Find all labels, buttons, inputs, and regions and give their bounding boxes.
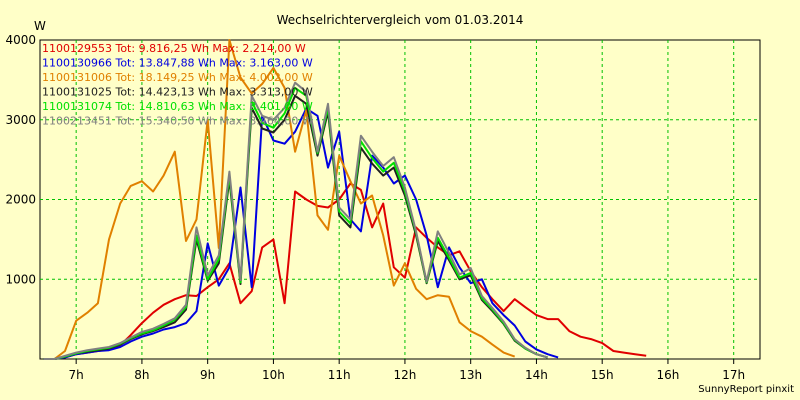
legend-entry-1100131074: 1100131074 Tot: 14.810,63 Wh Max: 3.401,… — [42, 100, 313, 113]
x-tick-label: 9h — [200, 368, 215, 382]
y-tick-label: 4000 — [5, 33, 36, 47]
series-line-1100213451 — [43, 81, 548, 360]
x-tick-label: 12h — [393, 368, 416, 382]
x-tick-label: 10h — [262, 368, 285, 382]
y-axis-ticks: 1000 2000 3000 4000 — [5, 33, 36, 286]
legend-entry-1100213451: 1100213451 Tot: 15.340,50 Wh Max: 3.464,… — [42, 115, 313, 128]
series-line-1100131006 — [43, 39, 516, 360]
x-tick-label: 14h — [525, 368, 548, 382]
x-tick-label: 17h — [722, 368, 745, 382]
legend-entry-1100131025: 1100131025 Tot: 14.423,13 Wh Max: 3.313,… — [42, 86, 313, 99]
y-tick-label: 2000 — [5, 193, 36, 207]
legend-entry-1100131006: 1100131006 Tot: 18.149,25 Wh Max: 4.002,… — [42, 71, 313, 84]
legend-entry-1100129553: 1100129553 Tot: 9.816,25 Wh Max: 2.214,0… — [42, 42, 306, 55]
series-line-1100129553 — [43, 182, 647, 360]
x-tick-label: 13h — [459, 368, 482, 382]
x-tick-label: 8h — [134, 368, 149, 382]
y-tick-label: 1000 — [5, 272, 36, 286]
x-tick-label: 7h — [69, 368, 84, 382]
y-axis-label: W — [34, 19, 46, 33]
x-axis-ticks: 7h 8h 9h 10h 11h 12h 13h 14h 15h 16h 17h — [69, 359, 745, 382]
chart-title: Wechselrichtervergleich vom 01.03.2014 — [277, 13, 524, 27]
y-tick-label: 3000 — [5, 113, 36, 127]
x-tick-label: 11h — [328, 368, 351, 382]
series-line-1100130966 — [43, 107, 559, 360]
series-group — [43, 39, 647, 360]
x-tick-label: 15h — [591, 368, 614, 382]
x-tick-label: 16h — [657, 368, 680, 382]
legend-entry-1100130966: 1100130966 Tot: 13.847,88 Wh Max: 3.163,… — [42, 57, 313, 70]
footer-credit: SunnyReport pinxit — [698, 384, 794, 395]
legend: 1100129553 Tot: 9.816,25 Wh Max: 2.214,0… — [42, 42, 313, 128]
grid — [40, 40, 760, 359]
